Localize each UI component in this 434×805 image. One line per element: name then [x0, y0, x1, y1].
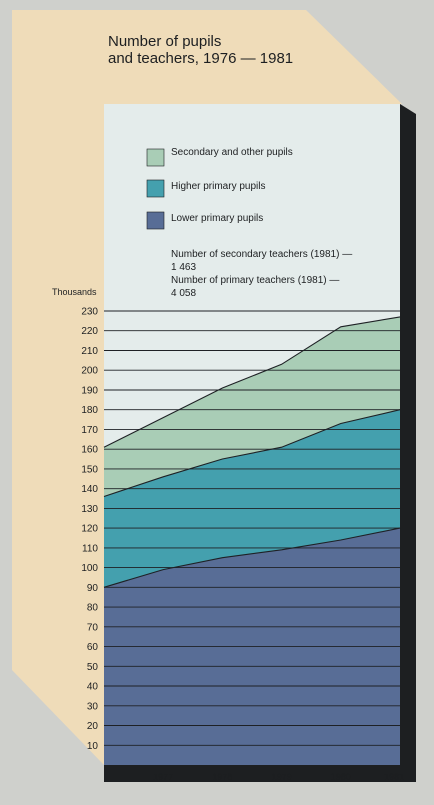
y-tick-80: 80 [87, 603, 99, 614]
x-tick-1977: 1977 [153, 772, 173, 782]
legend-swatch-secondary [146, 148, 165, 167]
y-tick-10: 10 [87, 741, 99, 752]
y-tick-210: 210 [81, 346, 98, 357]
legend-swatch-lower-primary [146, 211, 165, 230]
legend-label-secondary: Secondary and other pupils [171, 147, 293, 158]
y-tick-170: 170 [81, 425, 98, 436]
y-tick-100: 100 [81, 563, 98, 574]
note-primary-teachers: Number of primary teachers (1981) — [171, 275, 339, 286]
y-tick-140: 140 [81, 484, 98, 495]
x-tick-1979: 1979 [272, 772, 292, 782]
y-tick-40: 40 [87, 682, 99, 693]
y-tick-labels: 10 20 30 40 50 60 70 80 90 100 110 120 130 140 150 160 1… [81, 307, 98, 752]
y-tick-90: 90 [87, 583, 99, 594]
y-tick-190: 190 [81, 386, 98, 397]
note-primary-teachers-value: 4 058 [171, 288, 196, 299]
x-tick-1980: 1980 [331, 772, 351, 782]
y-axis-label: Thousands [52, 287, 97, 297]
y-tick-70: 70 [87, 622, 99, 633]
y-tick-150: 150 [81, 464, 98, 475]
side-shadow-bar [400, 104, 416, 782]
y-tick-20: 20 [87, 721, 99, 732]
chart-title-line2: and teachers, 1976 — 1981 [108, 50, 293, 67]
y-tick-160: 160 [81, 445, 98, 456]
boundary-lower-primary-pupils [103, 527, 401, 588]
y-tick-200: 200 [81, 366, 98, 377]
y-tick-110: 110 [82, 543, 98, 554]
y-tick-230: 230 [81, 307, 98, 318]
boundary-secondary-and-other-pupils [103, 316, 401, 448]
legend-label-higher-primary: Higher primary pupils [171, 181, 265, 192]
legend-label-lower-primary: Lower primary pupils [171, 213, 263, 224]
y-tick-120: 120 [81, 524, 98, 535]
y-tick-50: 50 [87, 662, 99, 673]
legend-swatch-higher-primary [146, 179, 165, 198]
gridlines [104, 310, 400, 746]
beige-backdrop [12, 10, 402, 765]
y-tick-30: 30 [87, 701, 99, 712]
note-secondary-teachers: Number of secondary teachers (1981) — [171, 249, 352, 260]
note-secondary-teachers-value: 1 463 [171, 262, 196, 273]
bottom-axis-bar [104, 765, 416, 782]
y-tick-220: 220 [81, 326, 98, 337]
y-tick-60: 60 [87, 642, 99, 653]
series-boundary-lines [103, 316, 401, 588]
x-tick-1981: 1981 [384, 772, 404, 782]
x-tick-1978: 1978 [212, 772, 232, 782]
y-tick-130: 130 [81, 504, 98, 515]
y-tick-180: 180 [81, 405, 98, 416]
boundary-higher-primary-pupils [103, 409, 401, 498]
chart-title-line1: Number of pupils [108, 33, 221, 50]
x-tick-labels: 1977 1978 1979 1980 1981 [153, 772, 404, 782]
